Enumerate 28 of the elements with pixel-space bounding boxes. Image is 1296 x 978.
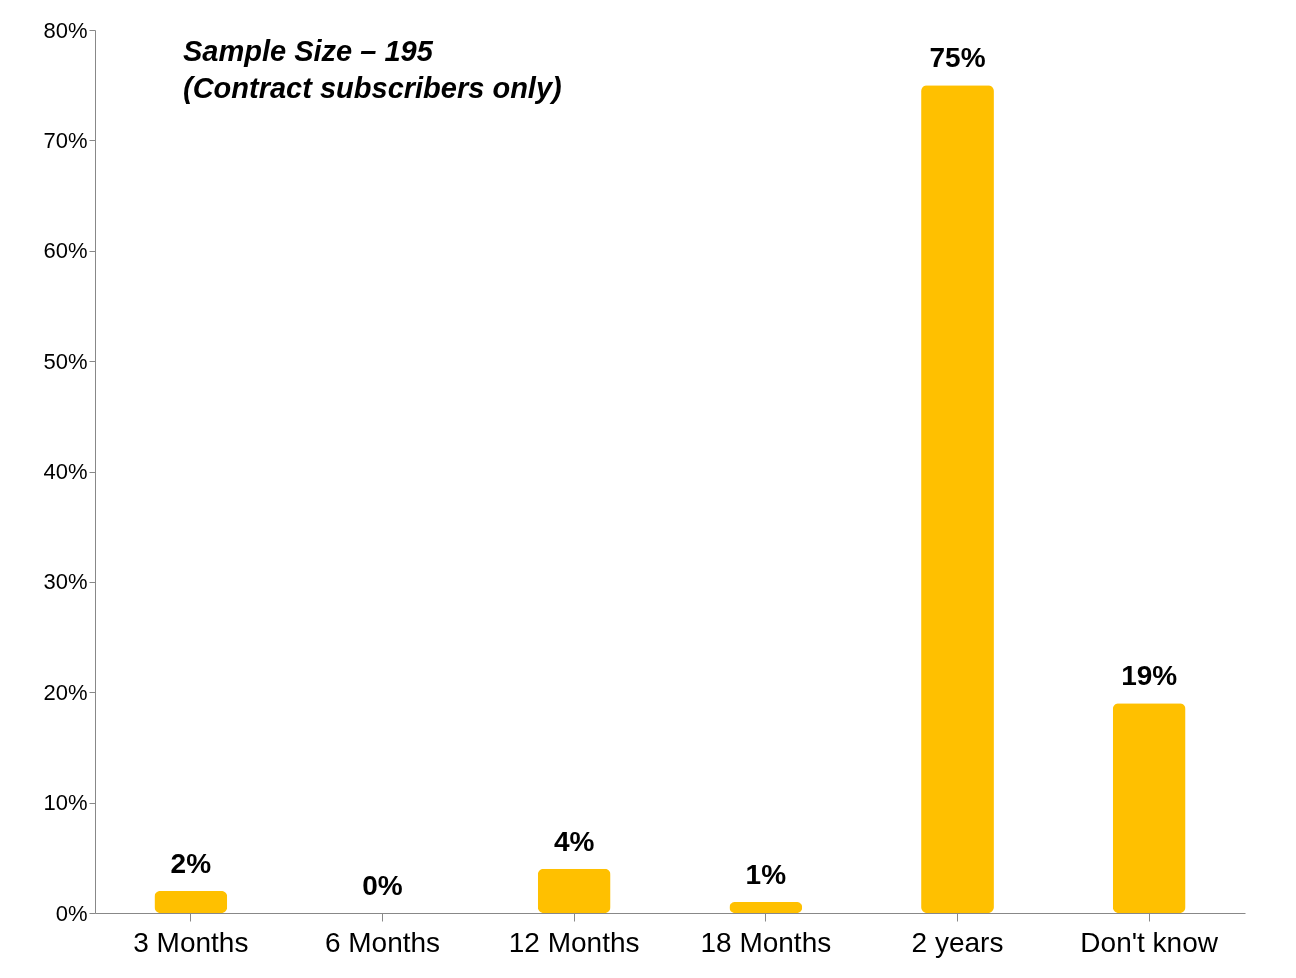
x-tick-label: 6 Months xyxy=(324,926,441,958)
y-tick-label: 30% xyxy=(43,569,88,595)
y-tick-label: 60% xyxy=(43,238,88,264)
data-label: 0% xyxy=(362,870,403,901)
annotation: Sample Size – 195 xyxy=(183,35,434,67)
data-label: 4% xyxy=(553,825,595,857)
data-label: 1% xyxy=(745,858,787,890)
y-tick-label: 50% xyxy=(43,348,88,374)
annotation: (Contract subscribers only) xyxy=(183,72,562,104)
x-tick-label: 3 Months xyxy=(133,926,249,958)
bar xyxy=(921,85,994,913)
bar xyxy=(154,890,228,913)
data-label: 75% xyxy=(929,42,986,74)
bar xyxy=(537,868,611,913)
x-tick-label: 2 years xyxy=(911,926,1004,958)
x-tick-label: 18 Months xyxy=(700,926,832,958)
bar xyxy=(1112,703,1186,913)
x-tick-label: Don't know xyxy=(1080,926,1219,958)
y-tick-label: 80% xyxy=(43,17,88,43)
bar xyxy=(729,901,803,913)
y-tick-label: 40% xyxy=(43,459,88,484)
y-tick-label: 20% xyxy=(43,679,88,705)
data-label: 2% xyxy=(170,847,212,879)
data-label: 19% xyxy=(1121,660,1178,692)
x-tick-label: 12 Months xyxy=(508,926,640,958)
y-tick-label: 10% xyxy=(43,790,88,816)
y-tick-label: 70% xyxy=(43,127,88,153)
y-tick-label: 0% xyxy=(55,900,88,926)
